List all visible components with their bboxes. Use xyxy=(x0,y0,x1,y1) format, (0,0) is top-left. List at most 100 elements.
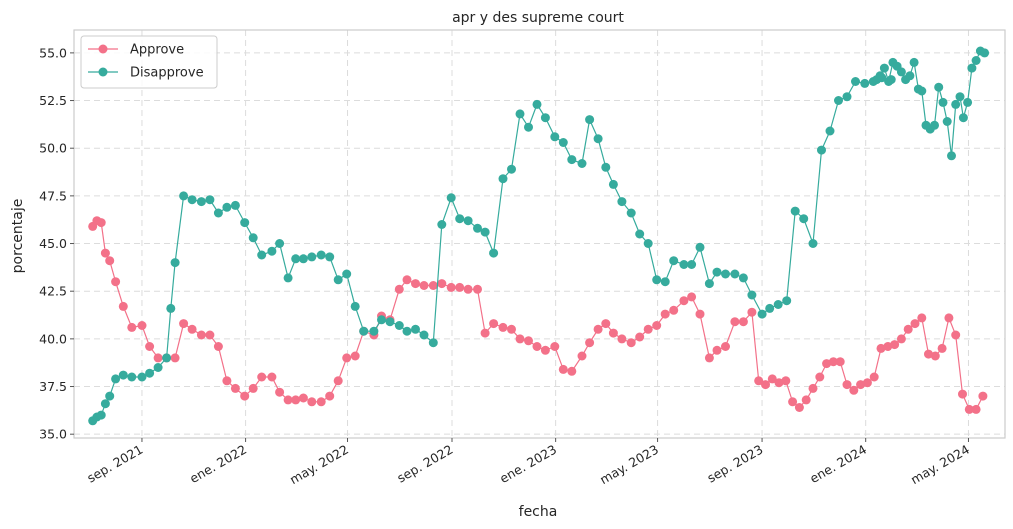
data-point-approve xyxy=(849,385,859,395)
y-tick-label: 37.5 xyxy=(39,379,67,394)
y-tick-label: 50.0 xyxy=(39,141,67,156)
data-point-approve xyxy=(781,376,791,386)
data-point-approve xyxy=(145,342,155,351)
data-point-disapprove xyxy=(96,410,106,420)
data-point-approve xyxy=(652,321,662,330)
data-point-disapprove xyxy=(738,273,748,283)
data-point-disapprove xyxy=(934,82,944,92)
data-point-approve xyxy=(617,334,627,344)
data-point-approve xyxy=(822,359,832,369)
data-point-disapprove xyxy=(679,260,689,269)
data-point-approve xyxy=(903,324,913,334)
data-point-disapprove xyxy=(170,258,180,268)
data-point-approve xyxy=(437,279,447,289)
data-point-approve xyxy=(835,357,845,367)
data-point-approve xyxy=(170,353,180,363)
data-point-disapprove xyxy=(411,324,420,334)
data-point-disapprove xyxy=(643,239,653,248)
data-point-approve xyxy=(788,397,798,407)
data-point-approve xyxy=(869,372,879,382)
data-point-approve xyxy=(747,307,757,317)
data-point-approve xyxy=(222,376,232,386)
data-point-approve xyxy=(350,351,360,361)
data-point-approve xyxy=(608,328,618,338)
data-point-approve xyxy=(815,372,825,382)
data-point-approve xyxy=(951,330,961,340)
data-point-approve xyxy=(550,342,560,351)
data-point-disapprove xyxy=(446,193,456,203)
data-point-approve xyxy=(643,324,653,334)
data-point-disapprove xyxy=(963,97,973,107)
data-point-approve xyxy=(127,322,137,332)
y-tick-label: 47.5 xyxy=(39,188,67,203)
data-point-disapprove xyxy=(617,197,627,207)
data-point-disapprove xyxy=(879,63,889,73)
y-tick-label: 45.0 xyxy=(39,236,67,251)
data-point-disapprove xyxy=(507,164,516,174)
data-point-approve xyxy=(856,380,866,390)
data-point-disapprove xyxy=(307,252,317,262)
data-point-approve xyxy=(507,324,516,334)
data-point-approve xyxy=(937,343,947,353)
data-point-disapprove xyxy=(179,191,189,201)
data-point-disapprove xyxy=(162,353,172,363)
data-point-approve xyxy=(808,383,818,393)
data-point-disapprove xyxy=(100,399,110,409)
data-point-disapprove xyxy=(951,99,961,109)
data-point-disapprove xyxy=(257,250,267,260)
data-point-disapprove xyxy=(473,223,482,233)
data-point-approve xyxy=(738,317,748,327)
data-point-disapprove xyxy=(316,250,326,260)
data-point-disapprove xyxy=(558,138,568,147)
data-point-disapprove xyxy=(782,296,792,306)
data-point-approve xyxy=(105,256,115,266)
data-point-approve xyxy=(213,342,223,351)
data-point-approve xyxy=(275,387,285,397)
data-point-approve xyxy=(473,284,482,294)
data-point-disapprove xyxy=(834,96,843,105)
data-point-approve xyxy=(828,357,838,367)
data-point-disapprove xyxy=(540,113,550,123)
data-point-approve xyxy=(585,338,595,348)
data-point-disapprove xyxy=(909,57,919,67)
data-point-disapprove xyxy=(498,174,508,184)
data-point-approve xyxy=(971,404,981,414)
data-point-disapprove xyxy=(111,374,121,384)
legend-approve-marker xyxy=(98,44,108,54)
data-point-approve xyxy=(179,319,189,329)
data-point-disapprove xyxy=(635,229,645,239)
data-point-disapprove xyxy=(942,117,952,126)
data-point-approve xyxy=(964,404,974,414)
data-point-disapprove xyxy=(166,303,176,313)
data-point-approve xyxy=(601,319,611,329)
plot-area-frame xyxy=(73,29,1006,439)
data-point-approve xyxy=(111,277,121,287)
y-tick-label: 40.0 xyxy=(39,331,67,346)
data-point-disapprove xyxy=(905,71,915,81)
data-point-disapprove xyxy=(652,275,662,285)
data-point-approve xyxy=(489,319,499,329)
data-point-approve xyxy=(721,342,730,351)
data-point-disapprove xyxy=(938,97,948,107)
data-point-disapprove xyxy=(196,197,206,207)
data-point-approve xyxy=(958,389,967,399)
data-point-approve xyxy=(801,395,811,405)
data-point-approve xyxy=(480,328,490,338)
data-point-disapprove xyxy=(267,246,277,256)
data-point-disapprove xyxy=(958,113,968,123)
data-point-disapprove xyxy=(721,269,730,279)
data-point-approve xyxy=(842,380,852,390)
data-point-approve xyxy=(774,378,784,388)
data-point-disapprove xyxy=(860,78,870,88)
data-point-disapprove xyxy=(947,151,956,161)
data-point-disapprove xyxy=(747,290,757,300)
legend: Approve Disapprove xyxy=(80,35,218,89)
data-point-disapprove xyxy=(669,256,679,266)
series-approve xyxy=(88,216,988,414)
data-point-approve xyxy=(767,374,777,384)
data-point-approve xyxy=(118,301,128,311)
y-tick-label: 35.0 xyxy=(39,427,67,442)
data-point-disapprove xyxy=(608,179,618,189)
data-point-approve xyxy=(463,284,473,294)
data-point-disapprove xyxy=(971,56,981,65)
